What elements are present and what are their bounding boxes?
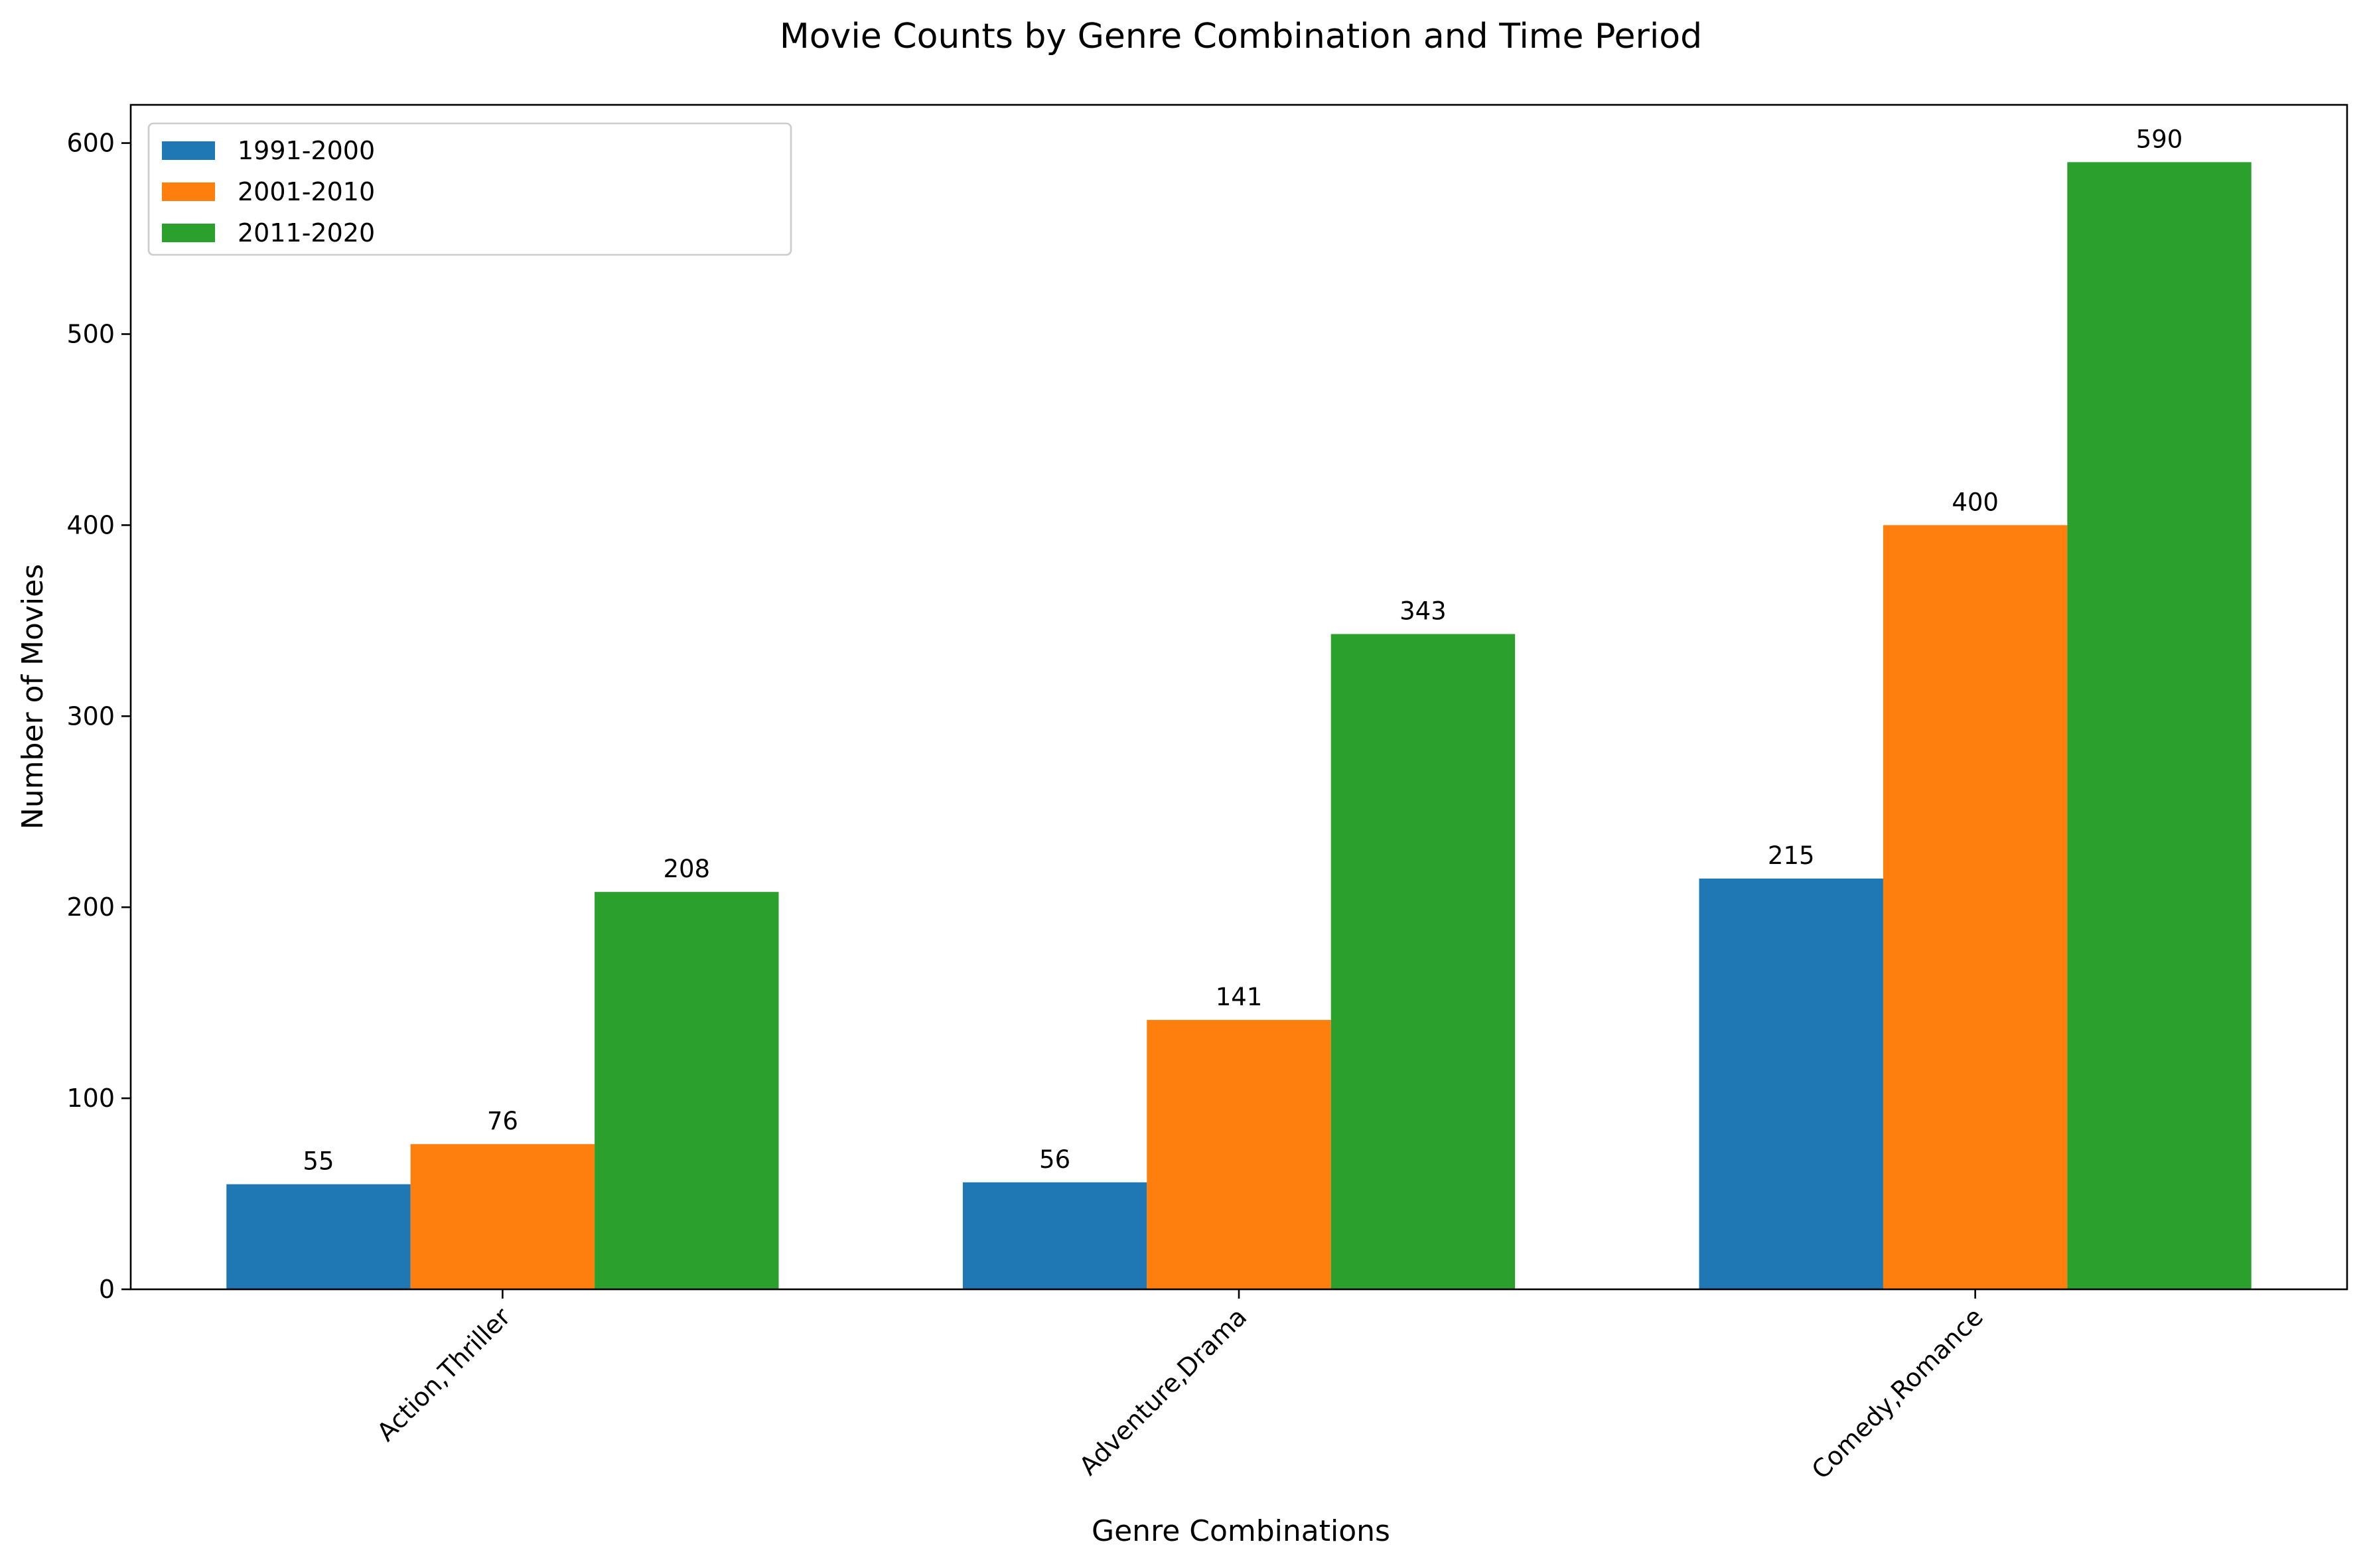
x-tick-label: Comedy,Romance: [1806, 1302, 1989, 1484]
y-axis-label: Number of Movies: [16, 564, 50, 829]
legend-label: 2001-2010: [238, 177, 375, 206]
data-label: 400: [1952, 488, 1999, 516]
y-tick-label: 400: [66, 510, 115, 539]
x-tick-label: Adventure,Drama: [1074, 1302, 1252, 1480]
y-tick-label: 500: [66, 319, 115, 348]
data-label: 208: [663, 855, 710, 883]
data-label: 215: [1768, 841, 1815, 870]
data-label: 141: [1216, 983, 1263, 1011]
legend: 1991-2000 2001-2010 2011-2020: [147, 122, 792, 256]
legend-label: 1991-2000: [238, 136, 375, 165]
bar-2001-2010-Comedy,Romance: [1883, 525, 2068, 1289]
legend-swatch: [162, 141, 215, 160]
x-axis-label: Genre Combinations: [1092, 1514, 1390, 1548]
bar-2001-2010-Action,Thriller: [410, 1144, 595, 1289]
data-label: 76: [487, 1107, 518, 1135]
plot-area: 55 56 215 76 141 400 208 343 590: [226, 125, 2252, 1289]
y-tick-label: 300: [66, 701, 115, 731]
bar-1991-2000-Comedy,Romance: [1699, 879, 1883, 1289]
bar-2011-2020-Comedy,Romance: [2067, 162, 2252, 1289]
bar-1991-2000-Adventure,Drama: [962, 1182, 1147, 1289]
data-label: 343: [1399, 597, 1447, 625]
y-tick-label: 200: [66, 892, 115, 922]
legend-swatch: [162, 224, 215, 242]
y-tick-label: 0: [99, 1275, 115, 1304]
x-tick-label: Action,Thriller: [371, 1302, 516, 1447]
bar-2001-2010-Adventure,Drama: [1147, 1020, 1331, 1289]
x-axis: Action,Thriller Adventure,Drama Comedy,Rom…: [371, 1289, 1989, 1485]
legend-swatch: [162, 182, 215, 201]
y-tick-label: 100: [66, 1084, 115, 1113]
bar-2011-2020-Adventure,Drama: [1330, 634, 1516, 1289]
chart-title: Movie Counts by Genre Combination and Ti…: [780, 17, 1702, 56]
y-axis: 0 100 200 300 400 500 600: [66, 129, 131, 1304]
bar-1991-2000-Action,Thriller: [226, 1184, 411, 1289]
data-label: 590: [2136, 125, 2183, 153]
data-label: 55: [303, 1147, 334, 1176]
legend-frame: [147, 122, 792, 256]
y-tick-label: 600: [66, 129, 115, 158]
legend-label: 2011-2020: [238, 218, 375, 248]
bar-2011-2020-Action,Thriller: [595, 892, 779, 1289]
data-label: 56: [1039, 1145, 1070, 1174]
